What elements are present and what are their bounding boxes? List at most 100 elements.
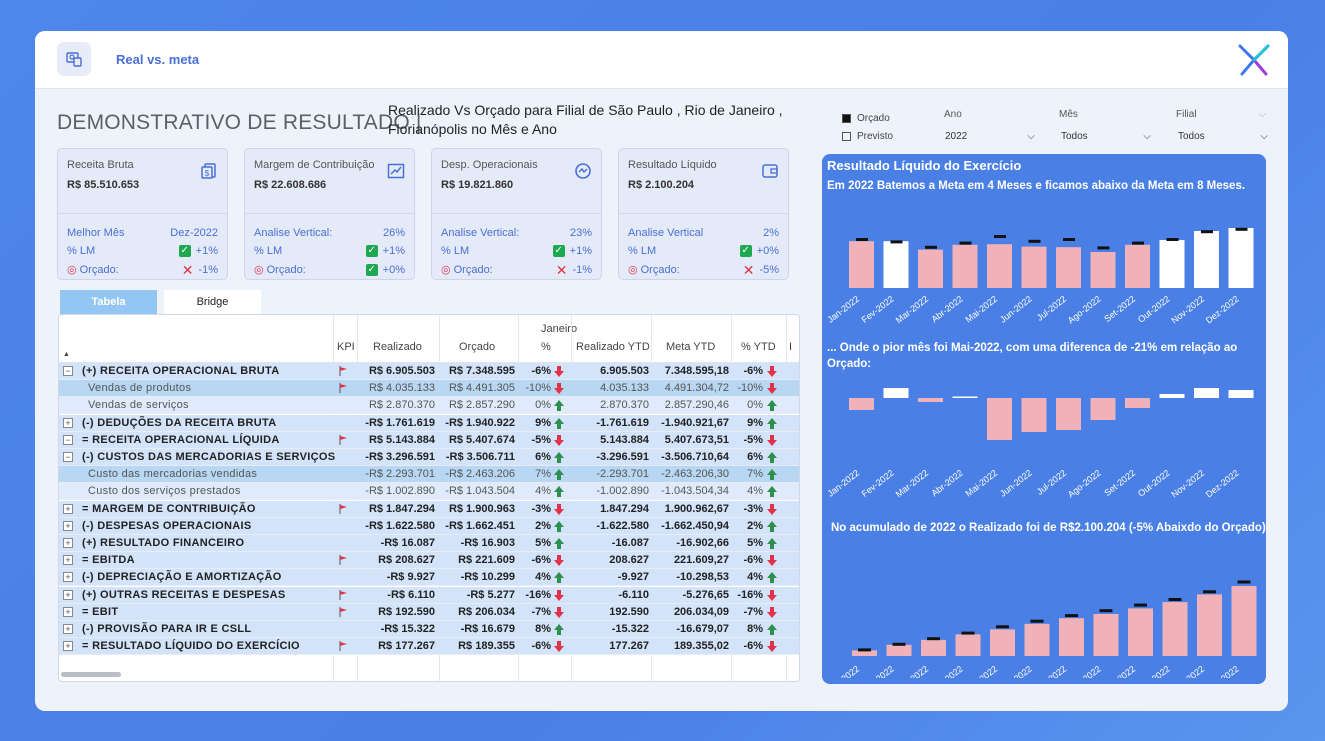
kpi-card[interactable]: Resultado Líquido R$ 2.100.204 Analise V… [618, 148, 789, 280]
table-row[interactable]: Custo das mercadorias vendidas -R$ 2.293.… [59, 466, 799, 484]
variance-bar[interactable] [952, 396, 978, 399]
col-extra[interactable]: I [789, 341, 793, 353]
col-kpi[interactable]: KPI [337, 341, 355, 353]
table-row[interactable]: + (-) DESPESAS OPERACIONAIS -R$ 1.622.580-… [59, 517, 799, 535]
cumulative-bar[interactable] [1024, 623, 1050, 656]
cumulative-bar[interactable] [1231, 586, 1257, 656]
arrow-down-icon [553, 382, 565, 395]
variance-bar[interactable] [987, 398, 1012, 440]
table-row[interactable]: + (+) OUTRAS RECEITAS E DESPESAS -R$ 6.110… [59, 586, 799, 604]
kpi-card[interactable]: Desp. Operacionais R$ 19.821.860 Analise… [431, 148, 602, 280]
filial-dropdown[interactable]: Todos ⌵ [1178, 131, 1268, 142]
variance-bar[interactable] [1159, 394, 1185, 398]
flag-icon [339, 589, 347, 600]
table-row[interactable]: + (-) PROVISÃO PARA IR E CSLL -R$ 15.322 -R… [59, 621, 799, 638]
kpi-card[interactable]: Margem de Contribuição R$ 22.608.686 Ana… [244, 148, 415, 280]
col-pct-ytd[interactable]: % YTD [741, 341, 776, 353]
cumulative-bar[interactable] [1197, 594, 1222, 656]
cumulative-bar[interactable] [955, 634, 981, 656]
bar[interactable] [1090, 252, 1116, 288]
variance-bar[interactable] [918, 398, 943, 402]
bar[interactable] [883, 241, 909, 288]
bar[interactable] [952, 244, 978, 288]
kpi-r1-value: Dez-2022 [170, 227, 218, 239]
col-meta-ytd[interactable]: Meta YTD [666, 341, 716, 353]
col-pct[interactable]: % [541, 341, 551, 353]
collapse-icon[interactable]: − [63, 452, 73, 462]
table-row[interactable]: + (-) DEPRECIAÇÃO E AMORTIZAÇÃO -R$ 9.927 -… [59, 569, 799, 587]
kpi-r1-label: Analise Vertical: [441, 227, 520, 239]
legend-orcado[interactable]: Orçado [842, 109, 893, 127]
report-icon[interactable] [57, 42, 91, 76]
expand-icon[interactable]: + [63, 606, 73, 617]
bar[interactable] [918, 249, 943, 288]
variance-bar[interactable] [1021, 398, 1047, 432]
cumulative-bar[interactable] [1059, 618, 1084, 656]
col-orcado[interactable]: Orçado [459, 341, 496, 353]
col-realizado[interactable]: Realizado [373, 341, 422, 353]
bar[interactable] [849, 241, 874, 288]
collapse-icon[interactable]: − [63, 434, 73, 445]
app-title[interactable]: Real vs. meta [116, 52, 200, 67]
expand-icon[interactable]: + [63, 520, 73, 531]
cell-realizado-ytd: -1.761.619 [596, 416, 649, 429]
expand-icon[interactable]: + [63, 589, 73, 600]
expand-icon[interactable]: + [63, 417, 73, 428]
table-row[interactable]: + = MARGEM DE CONTRIBUIÇÃO R$ 1.847.294 R$ … [59, 500, 799, 518]
expand-icon[interactable]: + [63, 641, 73, 652]
kpi-orcado-value: -1% [198, 263, 218, 276]
table-row[interactable]: Vendas de produtos R$ 4.035.133 R$ 4.491.3… [59, 380, 799, 398]
expand-icon[interactable]: + [63, 555, 73, 566]
table-row[interactable]: − (-) CUSTOS DAS MERCADORIAS E SERVIÇOS -R… [59, 449, 799, 466]
table-row[interactable]: + (-) DEDUÇÕES DA RECEITA BRUTA -R$ 1.761.… [59, 414, 799, 432]
variance-bar[interactable] [1056, 398, 1081, 430]
tab-tabela[interactable]: Tabela [60, 290, 157, 315]
cumulative-bar[interactable] [1128, 608, 1153, 656]
table-row[interactable]: + = RESULTADO LÍQUIDO DO EXERCÍCIO R$ 177.… [59, 638, 799, 656]
bar[interactable] [1021, 246, 1047, 288]
expand-icon[interactable]: + [63, 503, 73, 514]
horizontal-scrollbar[interactable] [61, 672, 121, 677]
legend-previsto[interactable]: Previsto [842, 127, 893, 145]
variance-bar[interactable] [883, 388, 909, 398]
bar[interactable] [1056, 247, 1081, 288]
tab-bridge[interactable]: Bridge [164, 290, 261, 315]
variance-bar[interactable] [1125, 398, 1150, 408]
expand-icon[interactable]: + [63, 572, 73, 583]
cumulative-bar[interactable] [990, 629, 1015, 656]
table-row[interactable]: − (+) RECEITA OPERACIONAL BRUTA R$ 6.905.5… [59, 363, 799, 380]
table-row[interactable]: + = EBITDA R$ 208.627 R$ 221.609 -6% 208.627 2… [59, 552, 799, 570]
variance-bar[interactable] [1228, 390, 1254, 398]
cumulative-bar[interactable] [1162, 602, 1188, 656]
table-row[interactable]: Custo dos serviços prestados -R$ 1.002.89… [59, 483, 799, 501]
expand-icon[interactable]: + [63, 624, 73, 634]
bar[interactable] [1194, 231, 1219, 288]
table-row[interactable]: Vendas de serviços R$ 2.870.370 R$ 2.857.2… [59, 397, 799, 415]
col-realizado-ytd[interactable]: Realizado YTD [576, 341, 650, 353]
kpi-card[interactable]: Receita Bruta R$ 85.510.653 $ Melhor Mês… [57, 148, 228, 280]
bar[interactable] [1125, 244, 1150, 288]
table-row[interactable]: − = RECEITA OPERACIONAL LÍQUIDA R$ 5.143.8… [59, 431, 799, 449]
cumulative-bar[interactable] [886, 644, 912, 656]
arrow-down-icon [766, 503, 778, 516]
cumulative-bar[interactable] [921, 639, 946, 656]
cumulative-bar[interactable] [1093, 614, 1119, 656]
ano-dropdown[interactable]: 2022 ⌵ [945, 131, 1035, 142]
expand-icon[interactable]: + [63, 538, 73, 548]
kpi-r1-label: Melhor Mês [67, 227, 125, 239]
variance-bar[interactable] [1194, 388, 1219, 398]
bar[interactable] [1159, 240, 1185, 288]
cumulative-bar[interactable] [852, 650, 877, 656]
variance-bar[interactable] [1090, 398, 1116, 420]
table-row[interactable]: + (+) RESULTADO FINANCEIRO -R$ 16.087 -R$ 1… [59, 535, 799, 552]
flag-icon [339, 434, 347, 445]
bar[interactable] [987, 244, 1012, 288]
mes-dropdown[interactable]: Todos ⌵ [1061, 131, 1151, 142]
variance-bar[interactable] [849, 398, 874, 410]
table-row[interactable]: + = EBIT R$ 192.590 R$ 206.034 -7% 192.590 206… [59, 603, 799, 621]
collapse-icon[interactable]: − [63, 366, 73, 376]
kpi-lm-value: +0% [756, 245, 779, 257]
sort-icon[interactable]: ▲ [63, 351, 70, 358]
x-tick-label: Jun-2022 [998, 294, 1034, 325]
bar[interactable] [1228, 228, 1254, 288]
